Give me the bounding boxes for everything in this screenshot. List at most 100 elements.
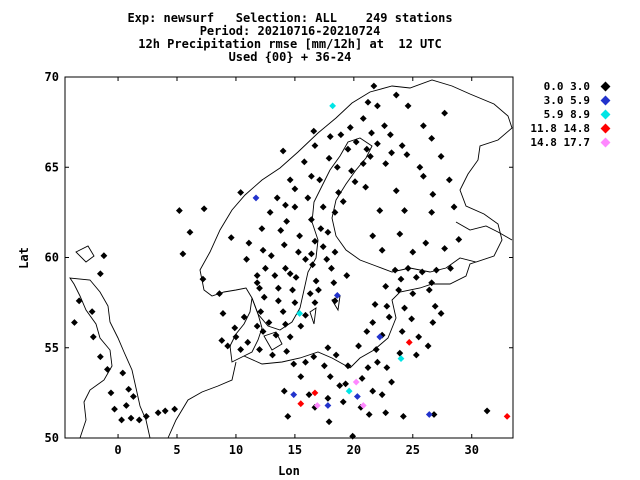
y-tick-label: 65 <box>45 160 59 174</box>
station-marker <box>429 190 437 198</box>
station-marker <box>171 405 179 413</box>
station-marker <box>231 324 239 332</box>
station-marker <box>399 412 407 420</box>
station-marker <box>311 299 319 307</box>
station-marker <box>331 297 339 305</box>
station-marker <box>129 393 137 400</box>
station-marker <box>107 389 115 397</box>
station-marker <box>374 140 381 148</box>
station-marker <box>385 313 393 321</box>
station-marker <box>409 248 417 256</box>
station-marker <box>273 194 281 202</box>
station-marker <box>378 331 386 339</box>
legend-label: 14.8 17.7 <box>530 136 590 149</box>
station-marker <box>351 178 359 186</box>
station-marker <box>291 185 299 193</box>
station-marker <box>366 153 374 160</box>
station-marker <box>401 304 408 312</box>
station-marker <box>328 264 335 272</box>
station-marker <box>378 246 386 254</box>
y-tick-label: 60 <box>45 251 59 265</box>
station-marker <box>398 328 406 335</box>
station-marker <box>311 237 319 245</box>
station-marker <box>279 308 287 316</box>
station-marker <box>326 133 334 140</box>
station-marker <box>349 432 357 440</box>
station-marker <box>256 346 263 353</box>
station-marker <box>339 398 347 406</box>
station-marker <box>431 302 439 310</box>
station-marker <box>450 203 458 211</box>
station-marker <box>304 194 312 202</box>
station-marker <box>358 375 366 382</box>
station-marker <box>324 394 332 402</box>
station-marker <box>337 131 345 139</box>
station-marker <box>305 391 313 399</box>
station-marker <box>161 407 169 415</box>
station-marker <box>401 207 408 214</box>
station-marker <box>359 402 367 409</box>
station-marker <box>280 241 288 249</box>
station-marker <box>290 391 298 399</box>
station-marker <box>432 266 440 274</box>
station-marker <box>237 346 245 353</box>
x-tick-label: 30 <box>465 443 479 457</box>
legend-label: 5.9 8.9 <box>543 108 590 121</box>
axis-ticks: 0 5 10 15 20 25 30 50 55 60 65 70 <box>45 70 513 457</box>
station-marker <box>319 203 327 211</box>
station-marker <box>274 297 282 305</box>
x-tick-label: 0 <box>114 443 121 457</box>
station-marker <box>371 301 379 308</box>
station-marker <box>364 364 372 372</box>
station-marker <box>408 315 416 323</box>
station-marker <box>292 273 300 281</box>
station-marker <box>365 411 373 418</box>
station-marker <box>428 208 436 216</box>
station-marker <box>282 320 289 328</box>
station-marker <box>296 310 304 317</box>
legend-label: 0.0 3.0 <box>543 80 590 93</box>
station-marker <box>302 255 309 263</box>
station-marker <box>420 172 427 180</box>
y-tick-label: 70 <box>45 70 59 84</box>
station-marker <box>369 319 377 326</box>
station-marker <box>245 239 253 247</box>
station-marker <box>240 313 248 321</box>
station-marker <box>122 402 130 409</box>
station-marker <box>447 264 454 272</box>
station-marker <box>175 207 183 214</box>
station-marker <box>424 342 432 350</box>
x-tick-label: 15 <box>288 443 302 457</box>
station-marker <box>104 366 111 373</box>
station-marker <box>179 250 187 258</box>
station-marker <box>332 351 340 359</box>
station-marker <box>308 250 315 258</box>
station-marker <box>325 418 333 426</box>
station-marker <box>311 389 319 397</box>
station-marker <box>329 102 337 110</box>
station-marker <box>260 293 268 301</box>
station-marker <box>257 308 265 316</box>
station-marker <box>396 230 404 238</box>
station-marker <box>295 248 302 256</box>
station-marker <box>286 176 294 184</box>
station-marker <box>382 409 390 417</box>
station-marker <box>269 351 276 359</box>
legend-label: 3.0 5.9 <box>543 94 590 107</box>
station-marker <box>291 299 299 307</box>
station-marker <box>428 134 436 142</box>
station-marker <box>186 228 194 236</box>
station-marker <box>297 373 305 381</box>
station-marker <box>300 158 308 166</box>
station-marker <box>416 163 424 171</box>
station-marker <box>437 310 445 317</box>
station-marker <box>272 331 280 339</box>
station-marker <box>346 124 354 131</box>
station-marker <box>403 151 411 159</box>
station-marker <box>244 338 252 346</box>
station-marker <box>404 264 412 272</box>
station-marker <box>280 387 288 395</box>
station-marker <box>75 297 83 305</box>
station-marker <box>253 322 261 330</box>
